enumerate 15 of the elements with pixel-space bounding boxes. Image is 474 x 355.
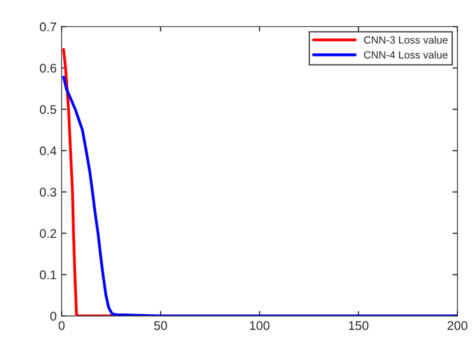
y-tick-label: 0.1	[40, 270, 56, 280]
legend-label: CNN-4 Loss value	[364, 50, 448, 59]
legend-label: CNN-3 Loss value	[364, 36, 448, 44]
y-tick-label: 0.3	[40, 188, 56, 197]
y-tick-label: 0.7	[40, 22, 56, 32]
y-tick-label: 0.2	[40, 229, 56, 238]
x-tick-label: 0	[58, 321, 65, 330]
y-tick-label: 0.5	[40, 105, 56, 114]
y-tick-label: 0.4	[40, 146, 56, 156]
x-tick-label: 100	[250, 321, 270, 330]
y-tick-label: 0.6	[40, 64, 56, 73]
x-tick-label: 200	[448, 321, 468, 330]
x-tick-label: 50	[154, 321, 168, 330]
x-tick-label: 150	[348, 321, 368, 330]
y-tick-label: 0	[50, 312, 56, 321]
